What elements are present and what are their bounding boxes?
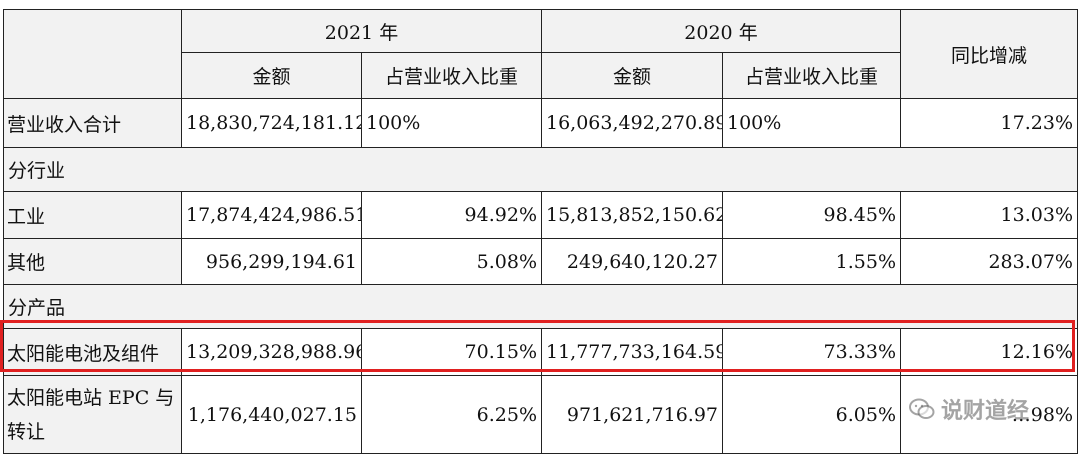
yoy-change: 17.23% (900, 98, 1078, 148)
corner-cell (3, 9, 182, 99)
ratio-2021: 5.08% (361, 238, 542, 285)
yoy-change: 13.03% (900, 191, 1078, 239)
yoy-header: 同比增减 (900, 9, 1078, 99)
section-row: 分产品 (3, 284, 1078, 329)
ratio-2020: 6.05% (722, 375, 901, 454)
ratio-2021: 100% (361, 98, 542, 148)
amount-2020: 11,777,733,164.59 (541, 328, 723, 376)
amount-2020-header: 金额 (541, 52, 723, 99)
amount-2020: 971,621,716.97 (541, 375, 723, 454)
section-row: 分行业 (3, 147, 1078, 192)
row-label: 太阳能电池及组件 (3, 328, 182, 376)
ratio-2020: 73.33% (722, 328, 901, 376)
ratio-2021-header: 占营业收入比重 (361, 52, 542, 99)
amount-2020: 15,813,852,150.62 (541, 191, 723, 239)
yoy-change: 283.07% (900, 238, 1078, 285)
section-product: 分产品 (3, 284, 1078, 329)
amount-2021: 1,176,440,027.15 (181, 375, 362, 454)
row-label: 其他 (3, 238, 182, 285)
revenue-table: 2021 年 2020 年 同比增减 金额 占营业收入比重 金额 占营业收入比重… (3, 9, 1078, 454)
amount-2021-header: 金额 (181, 52, 362, 99)
table-row: 营业收入合计 18,830,724,181.12 100% 16,063,492… (3, 98, 1078, 148)
amount-2021: 13,209,328,988.96 (181, 328, 362, 376)
amount-2021: 18,830,724,181.12 (181, 98, 362, 148)
year-2021-header: 2021 年 (181, 9, 542, 53)
section-industry: 分行业 (3, 147, 1078, 192)
amount-2021: 17,874,424,986.51 (181, 191, 362, 239)
yoy-change: 12.16% (900, 328, 1078, 376)
yoy-change: …98% (900, 375, 1078, 454)
ratio-2021: 94.92% (361, 191, 542, 239)
ratio-2021: 6.25% (361, 375, 542, 454)
row-label: 营业收入合计 (3, 98, 182, 148)
row-label: 工业 (3, 191, 182, 239)
ratio-2020: 1.55% (722, 238, 901, 285)
row-label: 太阳能电站 EPC 与转让 (3, 375, 182, 454)
amount-2021: 956,299,194.61 (181, 238, 362, 285)
table-row: 其他 956,299,194.61 5.08% 249,640,120.27 1… (3, 238, 1078, 285)
amount-2020: 16,063,492,270.89 (541, 98, 723, 148)
ratio-2020-header: 占营业收入比重 (722, 52, 901, 99)
ratio-2020: 100% (722, 98, 901, 148)
ratio-2020: 98.45% (722, 191, 901, 239)
table-row: 工业 17,874,424,986.51 94.92% 15,813,852,1… (3, 191, 1078, 239)
year-2020-header: 2020 年 (541, 9, 901, 53)
amount-2020: 249,640,120.27 (541, 238, 723, 285)
ratio-2021: 70.15% (361, 328, 542, 376)
table-row: 太阳能电站 EPC 与转让 1,176,440,027.15 6.25% 971… (3, 375, 1078, 454)
table-row: 太阳能电池及组件 13,209,328,988.96 70.15% 11,777… (3, 328, 1078, 376)
